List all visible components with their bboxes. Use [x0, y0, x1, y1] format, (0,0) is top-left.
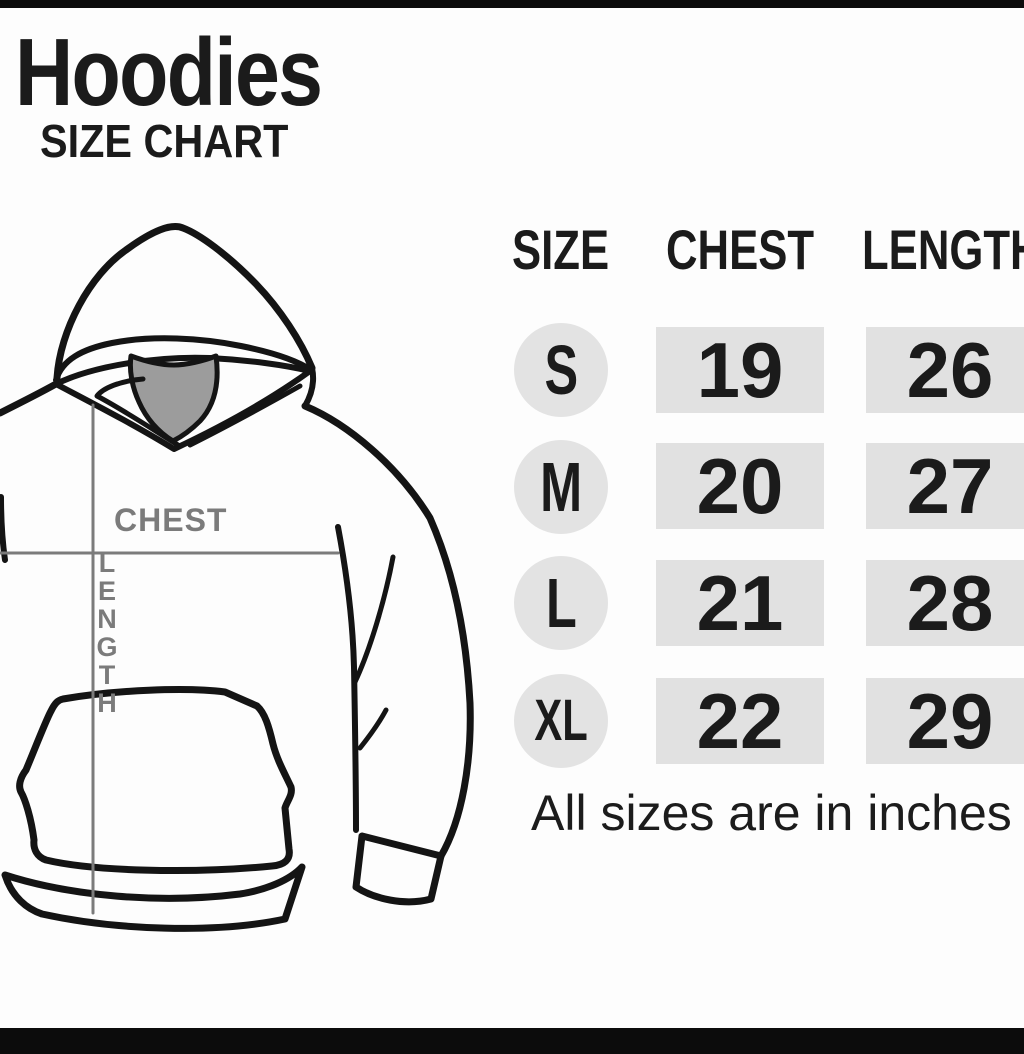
hood-rim-fold-right: [187, 383, 303, 448]
size-badge-l: L: [514, 556, 608, 650]
column-header-length: LENGTH: [862, 218, 1024, 281]
size-badge-xl: XL: [514, 674, 608, 768]
length-measure-label: L E N G T H: [96, 548, 118, 718]
chest-value-l: 21: [656, 560, 824, 646]
chest-value-xl: 22: [656, 678, 824, 764]
units-note: All sizes are in inches: [531, 785, 1012, 841]
letterbox-bar-top: [0, 0, 1024, 8]
hood-rim-fold-left: [94, 376, 181, 448]
sleeve-cuff: [352, 832, 445, 906]
sleeve-crease-lower: [357, 707, 389, 751]
waistband: [1, 863, 306, 932]
sleeve-crease-upper: [352, 554, 396, 685]
inner-sleeve-line: [335, 524, 359, 833]
length-value-xl: 29: [866, 678, 1024, 764]
length-value-s: 26: [866, 327, 1024, 413]
letterbox-bar-bottom: [0, 1028, 1024, 1054]
kangaroo-pocket: [16, 686, 295, 875]
page-subtitle: SIZE CHART: [40, 115, 289, 167]
right-sleeve-outline: [301, 402, 474, 860]
chest-measure-label: CHEST: [114, 502, 228, 538]
left-shoulder-line: [0, 380, 60, 417]
body-left-edge-line: [0, 494, 8, 563]
length-value-m: 27: [866, 443, 1024, 529]
chest-value-m: 20: [656, 443, 824, 529]
length-value-l: 28: [866, 560, 1024, 646]
hood-rim-arch: [53, 335, 314, 383]
column-header-chest: CHEST: [666, 218, 815, 281]
page-title: Hoodies: [15, 19, 323, 126]
hood-rim-corner-right: [302, 365, 317, 409]
size-badge-s: S: [514, 323, 608, 417]
size-badge-m: M: [514, 440, 608, 534]
hood-inner-gray-panel: [127, 353, 220, 444]
column-header-size: SIZE: [512, 218, 610, 281]
chest-value-s: 19: [656, 327, 824, 413]
